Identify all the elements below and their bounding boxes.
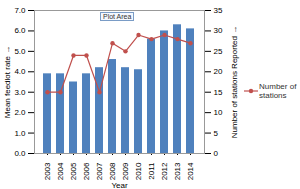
svg-text:30: 30 — [214, 26, 223, 35]
svg-text:2009: 2009 — [121, 162, 130, 180]
svg-text:2013: 2013 — [173, 162, 182, 180]
svg-text:5: 5 — [214, 129, 219, 138]
html-text:Plot Area: Plot Area — [103, 13, 132, 20]
svg-text:2006: 2006 — [82, 162, 91, 180]
svg-text:25: 25 — [214, 47, 223, 56]
svg-text:2014: 2014 — [186, 162, 195, 180]
svg-text:Mean feedlot rate →: Mean feedlot rate → — [3, 46, 12, 118]
svg-text:2012: 2012 — [160, 162, 169, 180]
svg-text:2004: 2004 — [56, 162, 65, 180]
svg-text:6.0: 6.0 — [14, 26, 26, 35]
svg-text:0: 0 — [214, 149, 219, 158]
svg-text:4.0: 4.0 — [14, 67, 26, 76]
svg-text:Number of stations Reported →: Number of stations Reported → — [230, 26, 239, 139]
svg-text:2003: 2003 — [43, 162, 52, 180]
svg-text:1.0: 1.0 — [14, 129, 26, 138]
svg-text:3.0: 3.0 — [14, 88, 26, 97]
svg-text:2008: 2008 — [108, 162, 117, 180]
svg-text:Year: Year — [111, 181, 128, 189]
svg-text:7.0: 7.0 — [14, 6, 26, 15]
svg-text:0.0: 0.0 — [14, 149, 26, 158]
svg-text:2010: 2010 — [134, 162, 143, 180]
svg-text:2007: 2007 — [95, 162, 104, 180]
svg-text:2005: 2005 — [69, 162, 78, 180]
svg-text:15: 15 — [214, 88, 223, 97]
svg-text:2011: 2011 — [147, 162, 156, 180]
svg-text:5.0: 5.0 — [14, 47, 26, 56]
svg-text:2.0: 2.0 — [14, 108, 26, 117]
svg-text:10: 10 — [214, 108, 223, 117]
svg-text:20: 20 — [214, 67, 223, 76]
html-text:Number of stations: Number of stations — [259, 82, 297, 100]
svg-text:35: 35 — [214, 6, 223, 15]
